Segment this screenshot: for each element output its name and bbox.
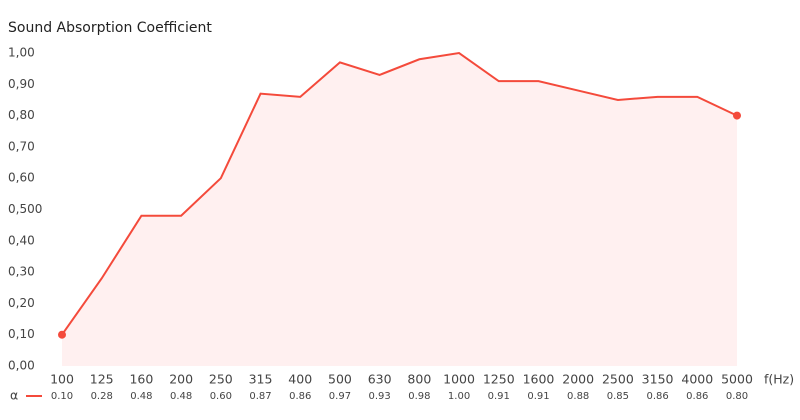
- y-tick-label: 0,500: [8, 202, 42, 216]
- legend-label: α: [10, 388, 18, 403]
- y-tick-label: 0,20: [8, 296, 35, 310]
- end-point: [733, 111, 741, 120]
- value-label: 0.28: [91, 391, 113, 402]
- y-tick-label: 0,80: [8, 108, 35, 122]
- y-tick-label: 0,60: [8, 171, 35, 185]
- value-label: 0.60: [210, 391, 232, 402]
- x-tick-label: 100: [50, 372, 74, 387]
- value-label: 0.91: [488, 391, 510, 402]
- chart-title: Sound Absorption Coefficient: [8, 20, 212, 36]
- y-tick-label: 0,30: [8, 265, 35, 279]
- value-label: 0.97: [329, 391, 351, 402]
- x-tick-label: 2000: [562, 372, 594, 387]
- x-tick-label: 4000: [681, 372, 713, 387]
- x-tick-label: 500: [328, 372, 352, 387]
- end-point: [58, 330, 66, 339]
- value-label: 0.91: [527, 391, 549, 402]
- value-label: 0.93: [369, 391, 391, 402]
- value-label: 0.85: [607, 391, 629, 402]
- x-tick-label: 200: [169, 372, 193, 387]
- x-tick-label: 800: [407, 372, 431, 387]
- y-tick-label: 0,00: [8, 359, 35, 373]
- x-tick-label: 1000: [443, 372, 475, 387]
- value-label: 0.48: [130, 391, 152, 402]
- value-label: 0.86: [686, 391, 708, 402]
- x-tick-label: 125: [90, 372, 114, 387]
- value-label: 0.80: [726, 391, 748, 402]
- y-tick-label: 0,90: [8, 77, 35, 91]
- x-tick-label: 400: [288, 372, 312, 387]
- x-tick-label: 1250: [483, 372, 515, 387]
- value-label: 0.98: [408, 391, 430, 402]
- line: [61, 51, 738, 336]
- value-label: 1.00: [448, 391, 470, 402]
- x-axis-label: f(Hz): [764, 372, 794, 387]
- value-label: 0.86: [289, 391, 311, 402]
- value-label: 0.88: [567, 391, 589, 402]
- x-tick-label: 250: [209, 372, 233, 387]
- x-tick-label: 1600: [523, 372, 555, 387]
- value-label: 0.10: [51, 391, 73, 402]
- y-tick-label: 1,00: [8, 46, 35, 60]
- x-tick-label: 630: [368, 372, 392, 387]
- x-tick-label: 2500: [602, 372, 634, 387]
- area: [62, 53, 737, 366]
- value-label: 0.87: [249, 391, 271, 402]
- value-label: 0.86: [646, 391, 668, 402]
- x-tick-label: 160: [129, 372, 153, 387]
- value-label: 0.48: [170, 391, 192, 402]
- y-tick-label: 0,40: [8, 233, 35, 247]
- x-tick-label: 315: [249, 372, 273, 387]
- x-tick-label: 5000: [721, 372, 753, 387]
- y-tick-label: 0,10: [8, 327, 35, 341]
- y-tick-label: 0,70: [8, 139, 35, 153]
- x-tick-label: 3150: [642, 372, 674, 387]
